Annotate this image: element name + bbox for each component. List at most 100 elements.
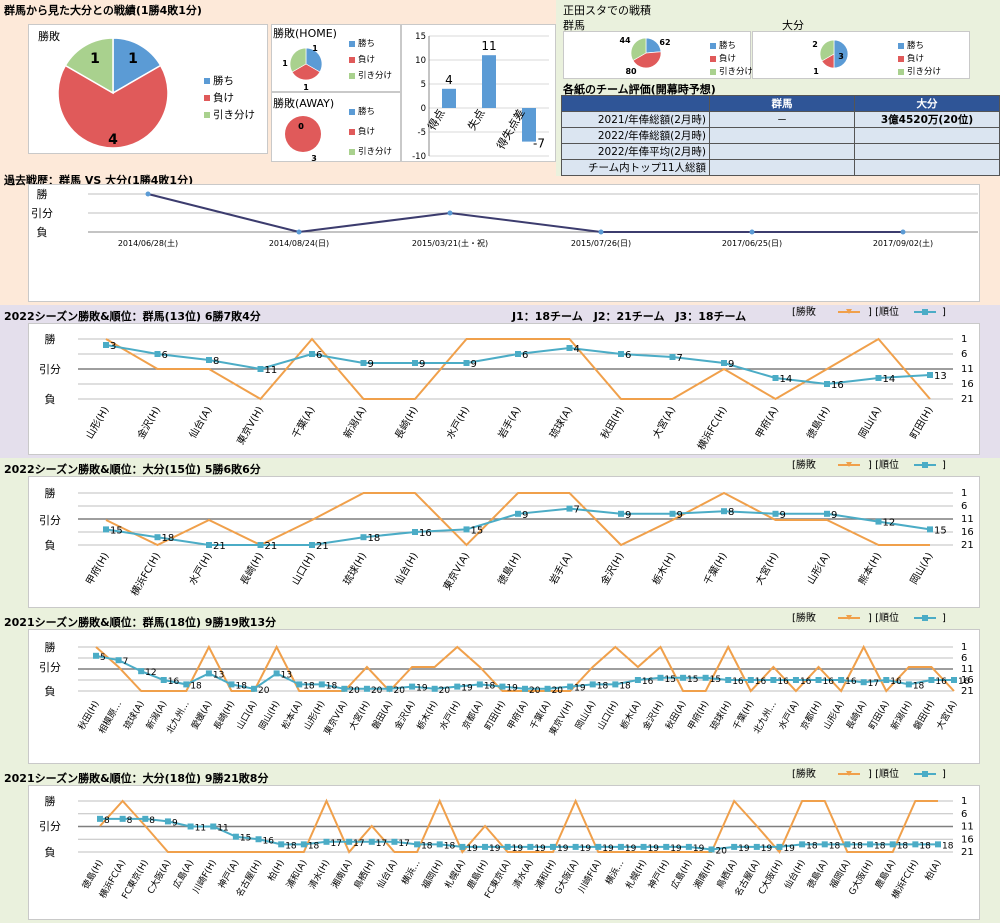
rank-data-label: 3 [110,341,116,352]
x-tick-label: 仙台(H) [392,550,421,587]
rank-point [504,843,511,850]
rank-point [154,351,161,357]
legend-label: 引き分け [907,67,942,77]
x-tick-label: 鹿島(H) [464,858,490,892]
legend-marker [846,462,852,467]
rank-point [912,841,919,848]
rank-data-label: 16 [845,677,857,687]
legend-marker [846,309,852,314]
history-point [145,191,151,197]
y-tick-label: 5 [421,80,426,90]
rank-data-label: 12 [883,518,896,529]
rank-tick-label: 11 [961,664,974,675]
x-tick-label: 徳島(A) [804,858,830,891]
x-tick-label: 東京V(A) [440,550,472,593]
legend-item: 勝ち [349,102,392,122]
x-tick-label: 金沢(H) [640,699,666,733]
rank-line [105,344,931,386]
x-tick-label: 山形(A) [805,550,833,586]
rank-point [618,351,624,357]
x-tick-label: 山口(A) [235,699,260,732]
x-tick-label: 水戸(H) [444,404,472,441]
rank-point [414,841,421,848]
pie-slice [819,39,835,62]
rank-point [142,815,149,822]
rank-point [409,683,416,690]
rank-tick-label: 1 [961,642,967,653]
eval-row: チーム内トップ11人総額 [561,159,1000,176]
rank-data-label: 20 [552,686,564,696]
legend-swatch [204,95,210,101]
rank-point [463,360,470,366]
rank-data-label: 20 [716,846,728,856]
rank-data-label: 15 [687,675,698,685]
rank-point [463,526,470,533]
rank-data-label: 21 [265,541,278,552]
legend-item: 負け [349,122,392,142]
y-tick-label: 10 [415,56,426,66]
rank-tick-label: 16 [961,675,974,686]
stadium-oita-pie: 3 1 2 [812,39,849,76]
rank-data-label: 8 [104,816,110,826]
rank-point [368,838,375,845]
rank-point [617,843,624,850]
rank-data-label: 16 [168,677,180,687]
x-tick-label: 山形(H) [84,404,112,441]
rank-data-label: 19 [761,844,773,854]
rank-data-label: 18 [597,681,609,691]
overall-legend: 勝ち 負け 引き分け [204,73,255,124]
rank-data-label: 16 [642,677,654,687]
rank-data-label: 6 [625,350,631,361]
x-tick-label: 失点 [465,107,487,133]
legend-marker [922,309,928,315]
x-tick-label: 広島(A) [170,858,196,891]
x-tick-label: 千葉(A) [527,699,553,732]
x-tick-label: 甲府(A) [753,404,782,441]
rank-tick-label: 16 [961,379,974,390]
rank-point [210,823,217,830]
rank-point [753,843,760,850]
x-tick-label: 千葉(H) [730,699,756,733]
x-tick-label: 柏(H) [265,858,287,884]
rank-data-label: 19 [489,844,501,854]
rank-data-label: 18 [368,533,381,544]
rank-data-label: 9 [780,510,786,521]
legend-item: 引き分け [898,66,941,79]
rank-point [522,685,528,692]
x-tick-label: 金沢(H) [598,550,627,587]
x-tick-label: 京都(H) [798,699,824,733]
rank-data-label: 16 [755,677,767,687]
legend-label: 引き分け [358,71,393,81]
eval-row: 2022/年俸総額(2月時) [561,127,1000,144]
x-tick-label: 横浜… [603,858,627,887]
rank-data-label: 11 [195,824,206,834]
rank-data-label: 12 [145,668,156,678]
rank-data-label: 9 [677,510,683,521]
rank-point [549,843,556,850]
rank-line [100,817,938,851]
rank-tick-label: 1 [961,796,967,807]
rank-point [360,360,367,366]
rank-data-label: 16 [732,677,744,687]
x-tick-label: 山口(H) [290,550,318,587]
stadium-gunma-label: 群馬 [563,19,585,32]
x-tick-label: 浦和(A) [283,858,309,891]
rank-data-label: 19 [783,844,795,854]
rank-point [187,823,194,830]
bar-data-label: 11 [481,39,496,53]
history-point [749,229,755,235]
eval-table: 群馬 大分 2021/年俸総額(2月時) － 3億4520万(20位) 2022/年… [561,95,1000,176]
stadium-gunma-legend: 勝ち 負け 引き分け [710,40,753,79]
o2021-title: 2021シーズン勝敗&順位：大分(18位) 9勝21敗8分 [4,772,269,785]
rank-data-label: 17 [330,839,341,849]
rank-point [391,838,398,845]
outcome-label: 勝 [45,486,56,500]
x-tick-label: 金沢(A) [392,699,418,732]
series-legend-label: ] [順位 [868,767,899,780]
pie-slice [57,64,169,149]
rank-point [412,529,418,535]
x-tick-label: 岩手(A) [495,404,524,441]
